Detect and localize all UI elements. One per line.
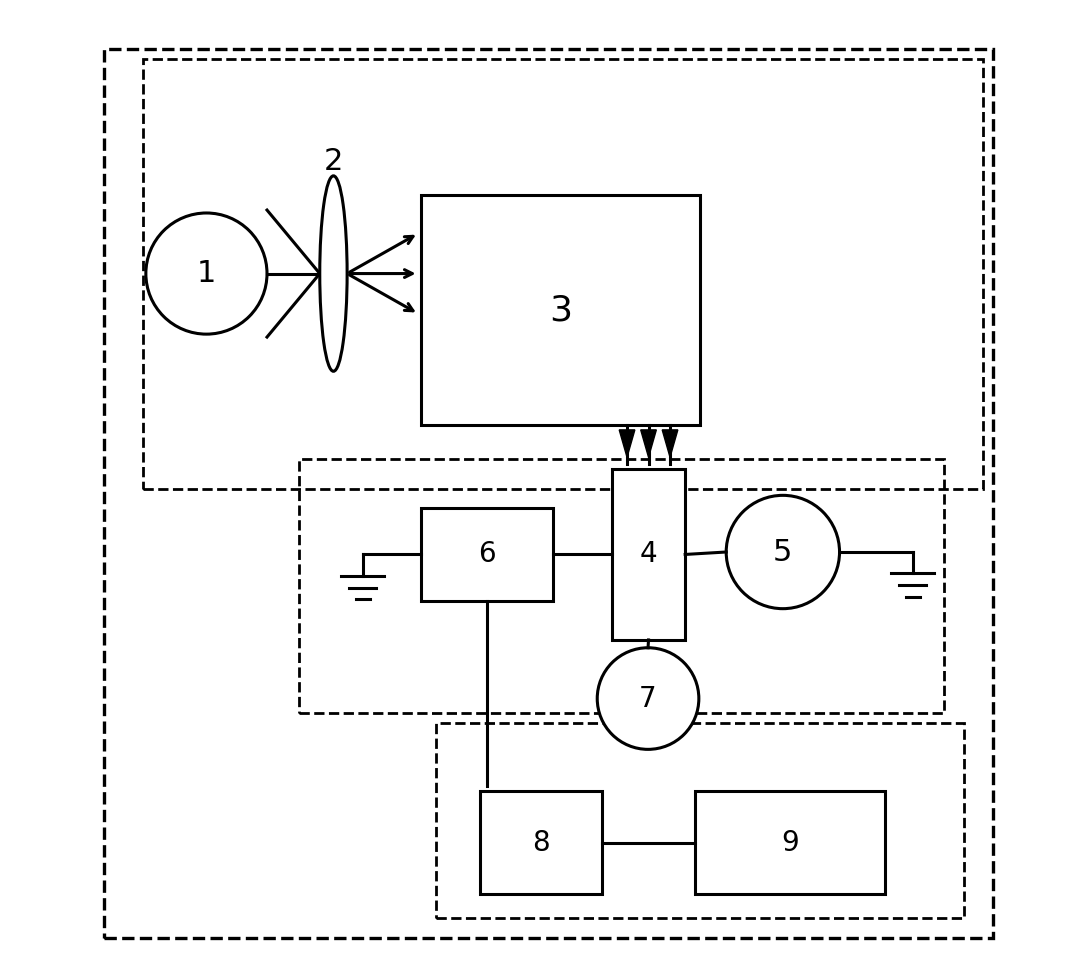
Text: 8: 8 [533, 828, 550, 857]
Polygon shape [640, 430, 657, 457]
Text: 1: 1 [197, 259, 216, 288]
Polygon shape [662, 430, 678, 457]
Text: 6: 6 [478, 540, 496, 569]
Bar [480, 791, 602, 894]
Bar [142, 59, 983, 488]
Text: 4: 4 [640, 540, 658, 569]
Ellipse shape [320, 176, 347, 371]
Polygon shape [620, 430, 635, 457]
Text: 9: 9 [782, 828, 799, 857]
Bar [695, 791, 886, 894]
Bar [612, 469, 685, 640]
Text: 7: 7 [639, 685, 657, 712]
Bar [422, 195, 700, 425]
Circle shape [146, 213, 267, 334]
Bar [422, 508, 553, 601]
Text: 3: 3 [549, 293, 572, 327]
Bar [436, 723, 963, 918]
Text: 5: 5 [773, 537, 792, 567]
Circle shape [597, 648, 699, 749]
Text: 2: 2 [324, 147, 343, 176]
Circle shape [726, 495, 839, 609]
Bar [299, 459, 945, 713]
